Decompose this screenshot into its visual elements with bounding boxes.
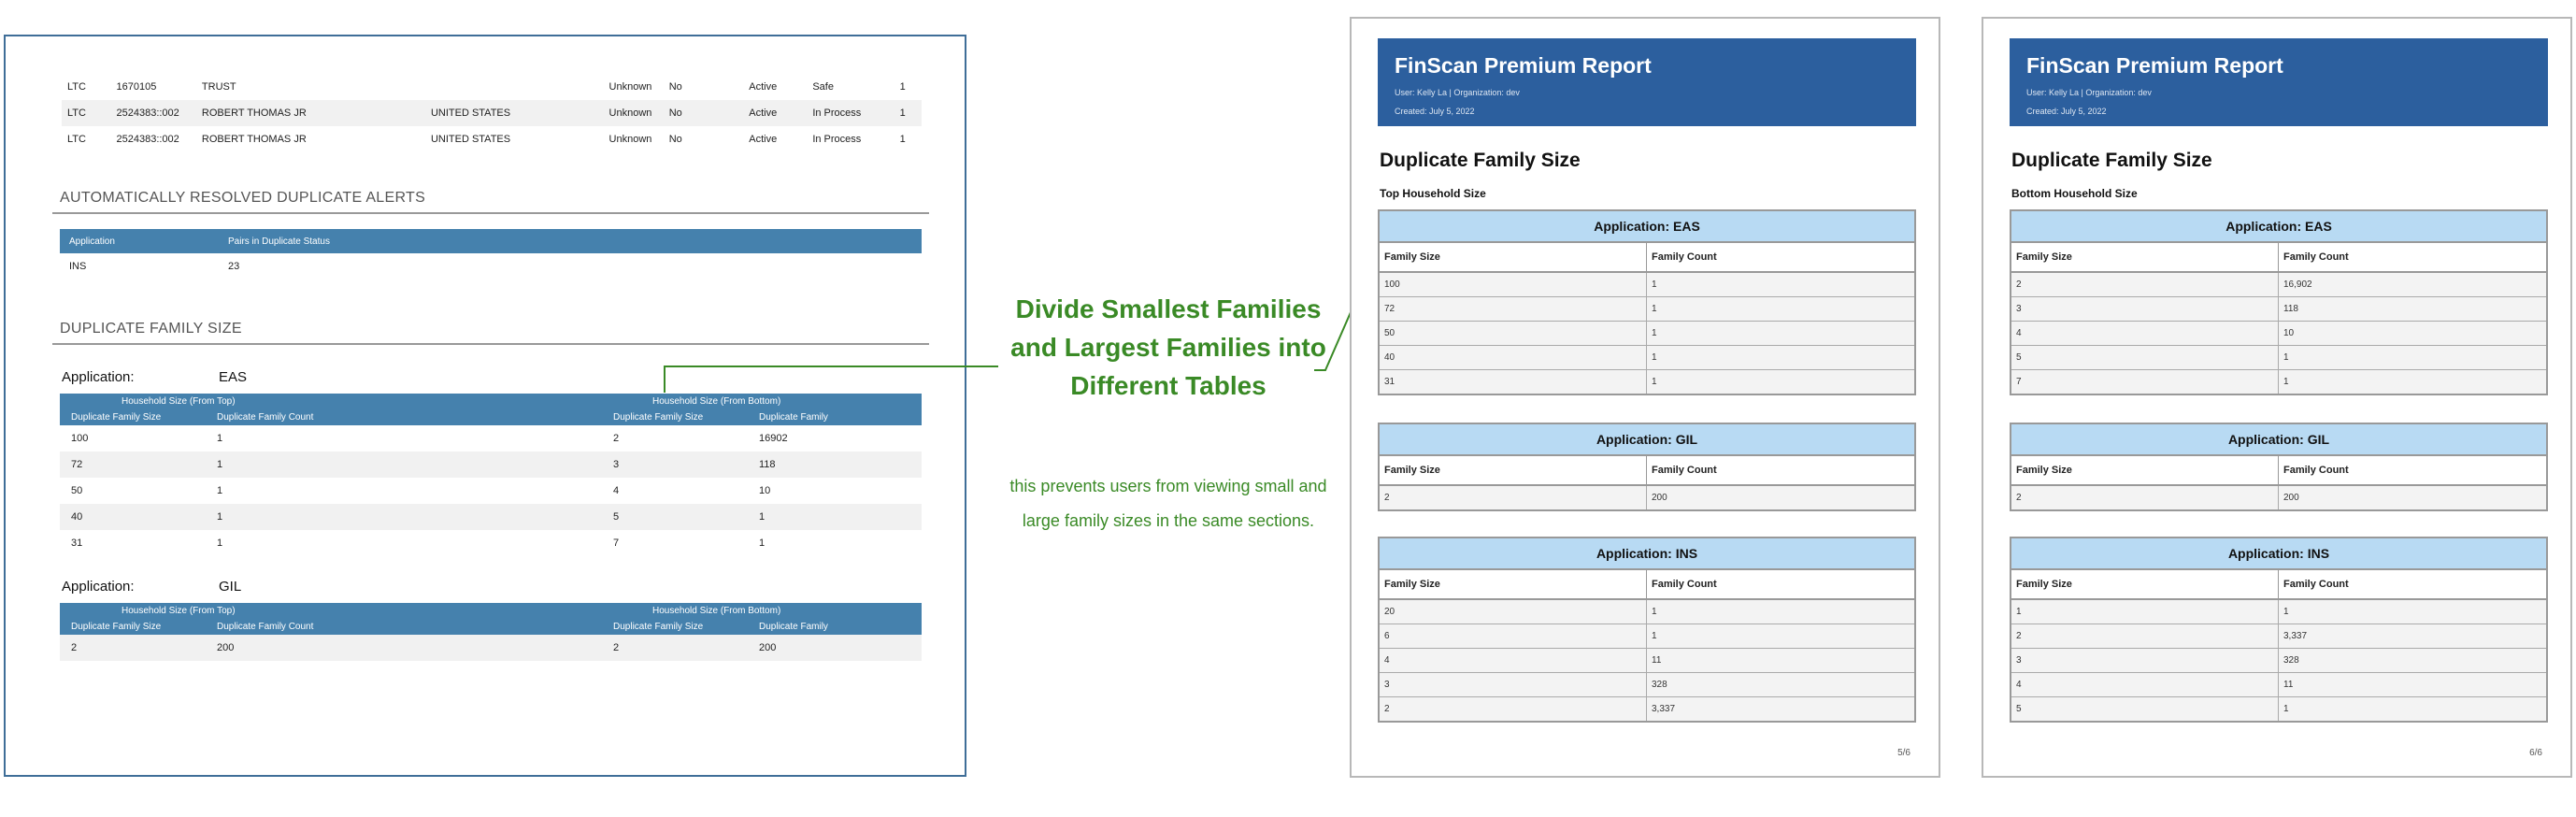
old-report-page: LTC 1670105 TRUST Unknown No Active Safe… — [4, 35, 966, 777]
family-size-title: DUPLICATE FAMILY SIZE — [60, 321, 242, 337]
table-header: Application Pairs in Duplicate Status — [60, 229, 922, 253]
table-row: 50 1 — [1380, 322, 1914, 346]
family-table-eas: Application: EAS Family Size Family Coun… — [2010, 209, 2548, 395]
table-caption: Application: GIL — [2011, 424, 2546, 456]
table-row: 100 1 2 16902 — [71, 433, 788, 444]
table-row: 3 328 — [2011, 649, 2546, 673]
table-row: 2 200 2 200 — [60, 635, 922, 661]
report-title: FinScan Premium Report — [2026, 53, 2283, 78]
section-title: Duplicate Family Size — [1380, 150, 1581, 171]
table-row: 4 10 — [2011, 322, 2546, 346]
table-row: 100 1 — [1380, 273, 1914, 297]
application-label: Application: — [62, 579, 135, 595]
table-caption: Application: EAS — [2011, 211, 2546, 243]
section-title: Duplicate Family Size — [2011, 150, 2212, 171]
table-row: 40 1 5 1 — [60, 504, 922, 530]
table-caption: Application: EAS — [1380, 211, 1914, 243]
table-caption: Application: GIL — [1380, 424, 1914, 456]
table-row: 2 16,902 — [2011, 273, 2546, 297]
table-header: Family Size Family Count — [1380, 570, 1914, 600]
section-subtitle: Bottom Household Size — [2011, 187, 2138, 200]
table-caption: Application: INS — [2011, 538, 2546, 570]
table-row: 4 11 — [1380, 649, 1914, 673]
table-row: 4 11 — [2011, 673, 2546, 697]
report-page-5: FinScan Premium Report User: Kelly La | … — [1350, 17, 1940, 778]
family-table-ins: Application: INS Family Size Family Coun… — [1378, 537, 1916, 723]
table-row: INS 23 — [69, 261, 240, 272]
table-row: 72 1 — [1380, 297, 1914, 322]
alert-rows: LTC 1670105 TRUST Unknown No Active Safe… — [62, 74, 922, 152]
user-line: User: Kelly La | Organization: dev — [2026, 88, 2152, 97]
table-group-header: Household Size (From Top) Household Size… — [60, 603, 922, 618]
annotation-title: Divide Smallest Families and Largest Fam… — [1010, 294, 1326, 400]
section-subtitle: Top Household Size — [1380, 187, 1486, 200]
report-header: FinScan Premium Report User: Kelly La | … — [1378, 38, 1916, 126]
user-line: User: Kelly La | Organization: dev — [1395, 88, 1520, 97]
application-label: Application: — [62, 369, 135, 385]
family-table-gil: Application: GIL Family Size Family Coun… — [1378, 423, 1916, 511]
table-row: 2 200 — [1380, 486, 1914, 509]
table-row: 3 118 — [2011, 297, 2546, 322]
table-row: 2 200 — [2011, 486, 2546, 509]
table-row: 2 3,337 — [1380, 697, 1914, 721]
family-table-ins: Application: INS Family Size Family Coun… — [2010, 537, 2548, 723]
table-row: 50 1 4 10 — [71, 485, 771, 496]
table-row: 31 1 7 1 — [71, 538, 766, 549]
created-line: Created: July 5, 2022 — [2026, 107, 2107, 116]
table-row: LTC 2524383::002 ROBERT THOMAS JR UNITED… — [62, 100, 922, 126]
table-row: 3 328 — [1380, 673, 1914, 697]
family-size-table-gil: Household Size (From Top) Household Size… — [60, 603, 922, 661]
report-title: FinScan Premium Report — [1395, 53, 1652, 78]
table-row: 31 1 — [1380, 370, 1914, 394]
family-table-gil: Application: GIL Family Size Family Coun… — [2010, 423, 2548, 511]
table-header: Family Size Family Count — [2011, 570, 2546, 600]
resolved-alerts-title: AUTOMATICALLY RESOLVED DUPLICATE ALERTS — [60, 190, 426, 206]
report-page-6: FinScan Premium Report User: Kelly La | … — [1982, 17, 2572, 778]
table-row: 40 1 — [1380, 346, 1914, 370]
application-name: GIL — [219, 579, 242, 595]
divider — [52, 212, 929, 214]
table-header: Duplicate Family Size Duplicate Family C… — [60, 408, 922, 425]
table-header: Family Size Family Count — [2011, 456, 2546, 486]
resolved-alerts-table: Application Pairs in Duplicate Status IN… — [60, 229, 922, 280]
table-row: 20 1 — [1380, 600, 1914, 624]
annotation-body: this prevents users from viewing small a… — [1009, 477, 1327, 530]
table-header: Family Size Family Count — [2011, 243, 2546, 273]
table-header: Family Size Family Count — [1380, 243, 1914, 273]
family-table-eas: Application: EAS Family Size Family Coun… — [1378, 209, 1916, 395]
table-caption: Application: INS — [1380, 538, 1914, 570]
table-row: LTC 1670105 TRUST Unknown No Active Safe… — [67, 81, 906, 93]
table-row: LTC 2524383::002 ROBERT THOMAS JR UNITED… — [67, 134, 906, 145]
connector-line-left — [664, 366, 998, 393]
created-line: Created: July 5, 2022 — [1395, 107, 1475, 116]
page-number: 6/6 — [2529, 748, 2542, 758]
divider — [52, 343, 929, 345]
table-row: 72 1 3 118 — [60, 452, 922, 478]
table-header: Duplicate Family Size Duplicate Family C… — [60, 618, 922, 635]
table-group-header: Household Size (From Top) Household Size… — [60, 394, 922, 408]
application-name: EAS — [219, 369, 248, 385]
family-size-table-eas: Household Size (From Top) Household Size… — [60, 394, 922, 556]
table-row: 2 3,337 — [2011, 624, 2546, 649]
table-header: Family Size Family Count — [1380, 456, 1914, 486]
page-number: 5/6 — [1897, 748, 1911, 758]
report-header: FinScan Premium Report User: Kelly La | … — [2010, 38, 2548, 126]
